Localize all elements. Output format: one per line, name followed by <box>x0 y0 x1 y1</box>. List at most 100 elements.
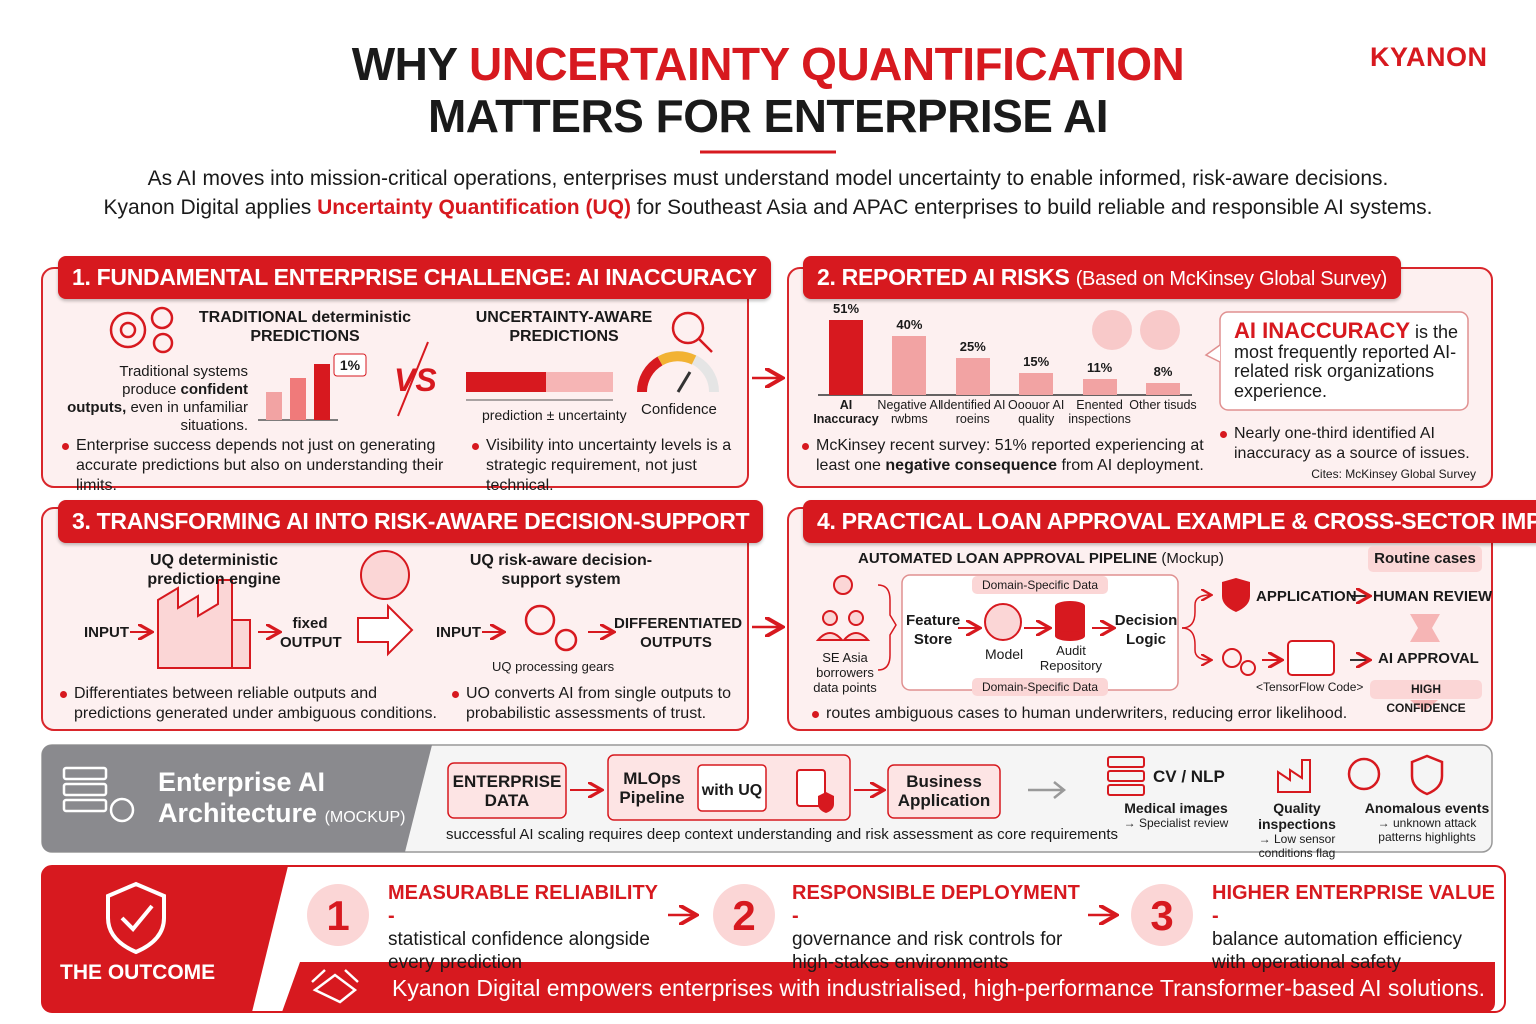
shield-icon <box>818 792 834 813</box>
icon-bar <box>266 392 282 420</box>
icon-bar <box>314 364 330 420</box>
bar <box>1082 378 1117 395</box>
use-note: → Low sensor conditions flag <box>1258 832 1336 860</box>
bullet: Enterprise success depends not just on g… <box>62 436 482 496</box>
use-note: → unknown attack patterns highlights <box>1377 816 1477 844</box>
label: UQ deterministic prediction engine <box>147 552 281 588</box>
shield-icon <box>106 881 166 955</box>
bar <box>1146 383 1180 395</box>
pipeline-label: AUTOMATED LOAN APPROVAL PIPELINE (Mockup… <box>858 550 1224 567</box>
callout-pointer <box>1204 344 1221 363</box>
factory-icon <box>157 579 233 669</box>
section-title: 1. FUNDAMENTAL ENTERPRISE CHALLENGE: AI … <box>58 256 771 299</box>
output: fixed OUTPUT <box>280 615 342 651</box>
title-note: (Based on McKinsey Global Survey) <box>1075 268 1388 290</box>
title-line2: MATTERS FOR ENTERPRISE AI <box>427 90 1109 142</box>
risk-icon <box>1140 310 1180 350</box>
borrowers: SE Asia borrowers data points <box>813 650 877 695</box>
category-label: Other tisuds <box>1129 398 1197 412</box>
server-icon <box>62 766 135 823</box>
versus: VS <box>394 362 437 398</box>
brain-icon <box>360 550 410 600</box>
node: ENTERPRISE DATA <box>452 772 562 810</box>
caption: prediction ± uncertainty <box>482 407 627 423</box>
number-circle <box>713 884 775 946</box>
caption: Confidence <box>641 401 717 418</box>
use-case: Quality inspections → Low sensor conditio… <box>1234 800 1360 860</box>
node: AI APPROVAL <box>1378 650 1479 667</box>
number: 1 <box>326 892 350 939</box>
footer-bar <box>282 962 1495 1012</box>
node: with UQ <box>701 782 763 799</box>
risk-icon <box>1092 310 1132 350</box>
outcome-item: HIGHER ENTERPRISE VALUE - balance automat… <box>1212 882 1497 974</box>
input: INPUT <box>84 624 129 641</box>
intro-line1: As AI moves into mission-critical operat… <box>147 167 1389 190</box>
label-note: (Mockup) <box>1161 550 1224 567</box>
number: 2 <box>732 892 756 939</box>
label: TRADITIONAL deterministic PREDICTIONS <box>198 309 412 345</box>
intro-highlight: Uncertainty Quantification (UQ) <box>317 196 631 219</box>
node-box <box>887 764 1001 819</box>
bar <box>955 358 990 395</box>
flow-marker <box>1410 700 1438 712</box>
bullet: UO converts AI from single outputs to pr… <box>452 684 742 724</box>
caption: UQ processing gears <box>492 659 615 674</box>
tag: Domain-Specific Data <box>972 678 1108 696</box>
code-icon <box>1287 640 1335 676</box>
node: MLOps Pipeline <box>619 769 685 807</box>
use-note: → Specialist review <box>1123 816 1229 830</box>
logo: KYANON <box>1370 42 1488 72</box>
item-text: statistical confidence alongside every p… <box>388 929 650 973</box>
item-title: MEASURABLE RELIABILITY - <box>388 882 658 927</box>
callout-text: is the most frequently reported AI-relat… <box>1234 322 1459 401</box>
text-part: Traditional systems produce <box>119 363 248 398</box>
value-label: 25% <box>959 339 986 355</box>
shield-icon <box>1222 578 1250 612</box>
item-title: HIGHER ENTERPRISE VALUE - <box>1212 882 1495 927</box>
database-icon <box>1055 601 1085 641</box>
value-label: 11% <box>1086 359 1113 375</box>
cv-nlp: CV / NLP <box>1153 767 1225 786</box>
label-bold: AUTOMATED LOAN APPROVAL PIPELINE <box>858 550 1158 567</box>
value-label: 40% <box>896 317 923 333</box>
bar <box>1019 372 1054 395</box>
text-part: even in unfamiliar situations. <box>130 399 248 434</box>
gear-icon <box>1347 757 1381 791</box>
node: APPLICATION <box>1256 588 1357 605</box>
category-label: AI Inaccuracy <box>813 398 879 426</box>
value-label: 15% <box>1023 353 1050 369</box>
handshake-icon <box>311 969 359 1004</box>
section-title: 2. REPORTED AI RISKS (Based on McKinsey … <box>803 256 1402 299</box>
bullet: Differentiates between reliable outputs … <box>60 684 445 724</box>
caption: successful AI scaling requires deep cont… <box>446 826 1119 843</box>
outcome-panel <box>42 866 288 1012</box>
node: Model <box>985 646 1024 662</box>
intro-line2-lead: Kyanon Digital applies <box>103 196 312 219</box>
value-label: 8% <box>1153 364 1173 380</box>
bullet: Visibility into uncertainty levels is a … <box>472 436 744 496</box>
brace <box>877 584 897 671</box>
shield-icon <box>1410 754 1444 796</box>
label: UNCERTAINTY-AWARE PREDICTIONS <box>475 309 653 345</box>
node: Feature Store <box>906 612 961 648</box>
outcome-item: RESPONSIBLE DEPLOYMENT - governance and r… <box>792 882 1082 974</box>
number-circle <box>1131 884 1193 946</box>
big-arrow <box>357 603 414 657</box>
bullet-bold: negative consequence <box>885 457 1058 474</box>
citation: Cites: McKinsey Global Survey <box>1311 467 1476 481</box>
item-text: balance automation efficiency with opera… <box>1212 929 1462 973</box>
factory-icon <box>231 619 251 669</box>
magnifier-icon <box>671 311 713 353</box>
text: Traditional systems produce confident ou… <box>62 363 248 435</box>
bullet-part: McKinsey recent survey: 51% reported exp… <box>816 437 1204 474</box>
icon-bar <box>290 378 306 420</box>
callout-bold: AI INACCURACY <box>1234 318 1410 343</box>
prediction-bar <box>466 372 546 392</box>
section-title: 4. PRACTICAL LOAN APPROVAL EXAMPLE & CRO… <box>803 500 1536 543</box>
brain-icon <box>984 603 1022 641</box>
factory-icon <box>1277 759 1311 793</box>
badge: 1% <box>339 357 361 373</box>
